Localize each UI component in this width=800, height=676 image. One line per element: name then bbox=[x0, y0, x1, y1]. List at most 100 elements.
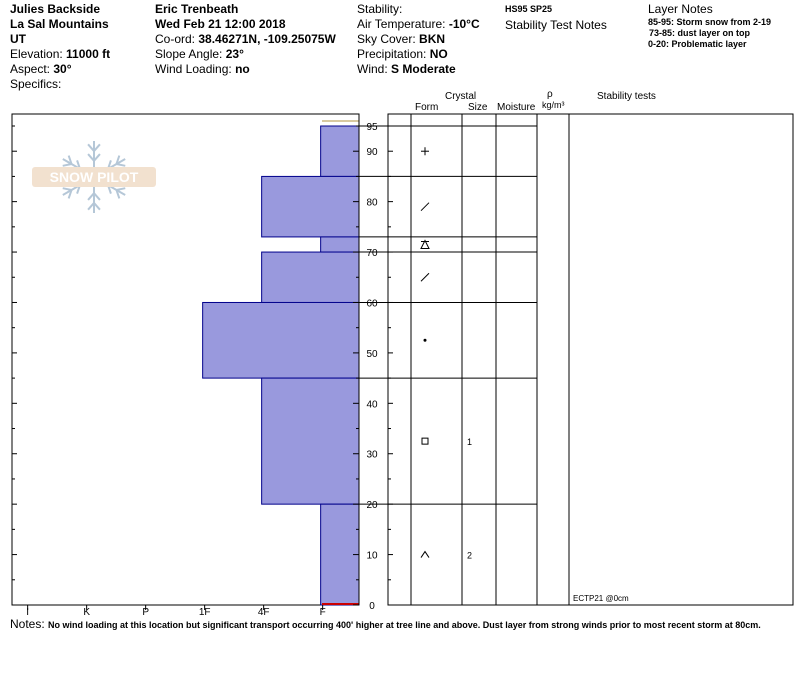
air-temp-label: Air Temperature: bbox=[357, 17, 446, 31]
aspect-value: 30° bbox=[53, 62, 72, 76]
slope-value: 23° bbox=[225, 47, 244, 61]
snowpilot-logo: SNOW PILOT bbox=[32, 141, 156, 213]
hardness-label-P: P bbox=[142, 607, 149, 618]
flake-branch-3-1-0 bbox=[87, 202, 95, 211]
stability-tests-header: Stability tests bbox=[597, 91, 656, 102]
height-label-30: 30 bbox=[366, 450, 378, 461]
height-label-0: 0 bbox=[369, 601, 375, 612]
height-label-40: 40 bbox=[366, 399, 378, 410]
height-label-95: 95 bbox=[366, 122, 378, 133]
crystal-symbol-square bbox=[421, 437, 429, 445]
hardness-label-K: K bbox=[83, 607, 90, 618]
hardness-layer-3 bbox=[261, 251, 360, 303]
moisture-header: Moisture bbox=[497, 102, 536, 113]
aspect-label: Aspect: bbox=[10, 62, 51, 76]
hardness-layer-4 bbox=[202, 301, 360, 379]
crystal-table-frame bbox=[387, 113, 794, 606]
sky-value: BKN bbox=[419, 32, 446, 46]
height-label-50: 50 bbox=[366, 349, 378, 360]
crystal-symbol-slash bbox=[420, 272, 430, 282]
layer-note-3: 0-20: Problematic layer bbox=[648, 39, 747, 49]
crystal-row-1 bbox=[420, 202, 430, 212]
hardness-layer-0 bbox=[320, 125, 360, 177]
flake-branch-0-0-0 bbox=[93, 153, 101, 162]
crystal-symbol-triangle bbox=[420, 239, 430, 249]
flake-branch-4-1-1 bbox=[116, 187, 126, 191]
crystal-symbol-dot bbox=[423, 338, 427, 342]
wind-loading-value: no bbox=[235, 62, 250, 76]
flake-branch-1-1-0 bbox=[67, 155, 73, 165]
density-unit-header: kg/m³ bbox=[542, 100, 565, 110]
precip-value: NO bbox=[429, 47, 448, 61]
location-name: Julies Backside bbox=[10, 2, 101, 16]
layer-notes-title: Layer Notes bbox=[648, 2, 713, 16]
coord-value: 38.46271N, -109.25075W bbox=[198, 32, 336, 46]
crystal-row-4 bbox=[423, 338, 427, 342]
layer-note-1: 85-95: Storm snow from 2-19 bbox=[648, 17, 772, 27]
flake-branch-0-1-1 bbox=[87, 143, 95, 152]
header-observer-block: Eric Trenbeath Wed Feb 21 12:00 2018 Co-… bbox=[155, 2, 336, 77]
header-weather-block: Stability: Air Temperature: -10°C Sky Co… bbox=[357, 2, 480, 77]
flake-branch-5-1-0 bbox=[116, 163, 126, 167]
hardness-layer-2 bbox=[320, 236, 360, 253]
flake-branch-2-1-1 bbox=[67, 189, 73, 199]
elevation-value: 11000 ft bbox=[66, 47, 111, 61]
precip-label: Precipitation: bbox=[357, 47, 427, 61]
hardness-layer-1 bbox=[261, 175, 360, 238]
crystal-row-5: 1 bbox=[421, 437, 472, 447]
slope-label: Slope Angle: bbox=[155, 47, 223, 61]
hardness-label-1F: 1F bbox=[199, 607, 211, 618]
height-label-20: 20 bbox=[366, 500, 378, 511]
air-temp-value: -10°C bbox=[448, 17, 480, 31]
flake-branch-4-1-0 bbox=[115, 189, 121, 199]
height-label-10: 10 bbox=[366, 551, 378, 562]
height-label-70: 70 bbox=[366, 248, 378, 259]
notes-text: No wind loading at this location but sig… bbox=[48, 620, 761, 630]
height-label-60: 60 bbox=[366, 298, 378, 309]
flake-branch-0-0-1 bbox=[87, 153, 95, 162]
crystal-row-2 bbox=[420, 239, 430, 249]
flake-branch-2-1-0 bbox=[62, 187, 72, 191]
crystal-header: Crystal bbox=[445, 91, 476, 102]
flake-branch-1-1-1 bbox=[62, 163, 72, 167]
hardness-layers bbox=[202, 120, 360, 606]
specifics-label: Specifics: bbox=[10, 77, 62, 91]
flake-branch-3-0-0 bbox=[87, 192, 95, 201]
crystal-row-0 bbox=[421, 147, 429, 156]
hs-sp-values: HS95 SP25 bbox=[505, 4, 553, 14]
stability-label: Stability: bbox=[357, 2, 403, 16]
header-layer-notes-block: Layer Notes 85-95: Storm snow from 2-19 … bbox=[648, 2, 771, 50]
height-label-80: 80 bbox=[366, 198, 378, 209]
sky-label: Sky Cover: bbox=[357, 32, 416, 46]
left-axis-ticks bbox=[12, 125, 17, 606]
flake-branch-3-1-1 bbox=[93, 202, 101, 211]
stability-test-notes-title: Stability Test Notes bbox=[505, 18, 607, 32]
hardness-label-I: I bbox=[26, 607, 29, 618]
header-location-block: Julies Backside La Sal Mountains UT Elev… bbox=[10, 2, 110, 92]
notes-label: Notes: bbox=[10, 617, 45, 631]
state-name: UT bbox=[10, 32, 26, 46]
wind-loading-label: Wind Loading: bbox=[155, 62, 232, 76]
crystal-symbols: 12 bbox=[420, 147, 472, 561]
rho-header: ρ bbox=[547, 89, 553, 100]
coord-label: Co-ord: bbox=[155, 32, 196, 46]
hardness-label-4F: 4F bbox=[258, 607, 270, 618]
elevation-label: Elevation: bbox=[10, 47, 63, 61]
form-header: Form bbox=[415, 102, 438, 113]
hardness-axis-labels: I K P 1F 4F F bbox=[26, 605, 326, 618]
wind-value: S Moderate bbox=[391, 62, 456, 76]
size-header: Size bbox=[468, 102, 488, 113]
crystal-size-6: 2 bbox=[467, 551, 472, 561]
observer-name: Eric Trenbeath bbox=[155, 2, 239, 16]
wind-label: Wind: bbox=[357, 62, 388, 76]
crystal-size-5: 1 bbox=[467, 437, 472, 447]
stability-test-entries: ECTP21 @0cm bbox=[573, 594, 629, 603]
flake-branch-0-1-0 bbox=[93, 143, 101, 152]
crystal-symbol-slash bbox=[420, 202, 430, 212]
height-label-90: 90 bbox=[366, 147, 378, 158]
crystal-row-3 bbox=[420, 272, 430, 282]
header-stability-notes-block: HS95 SP25 Stability Test Notes bbox=[505, 2, 607, 33]
crystal-symbol-caret bbox=[420, 550, 430, 558]
flake-branch-3-0-1 bbox=[93, 192, 101, 201]
